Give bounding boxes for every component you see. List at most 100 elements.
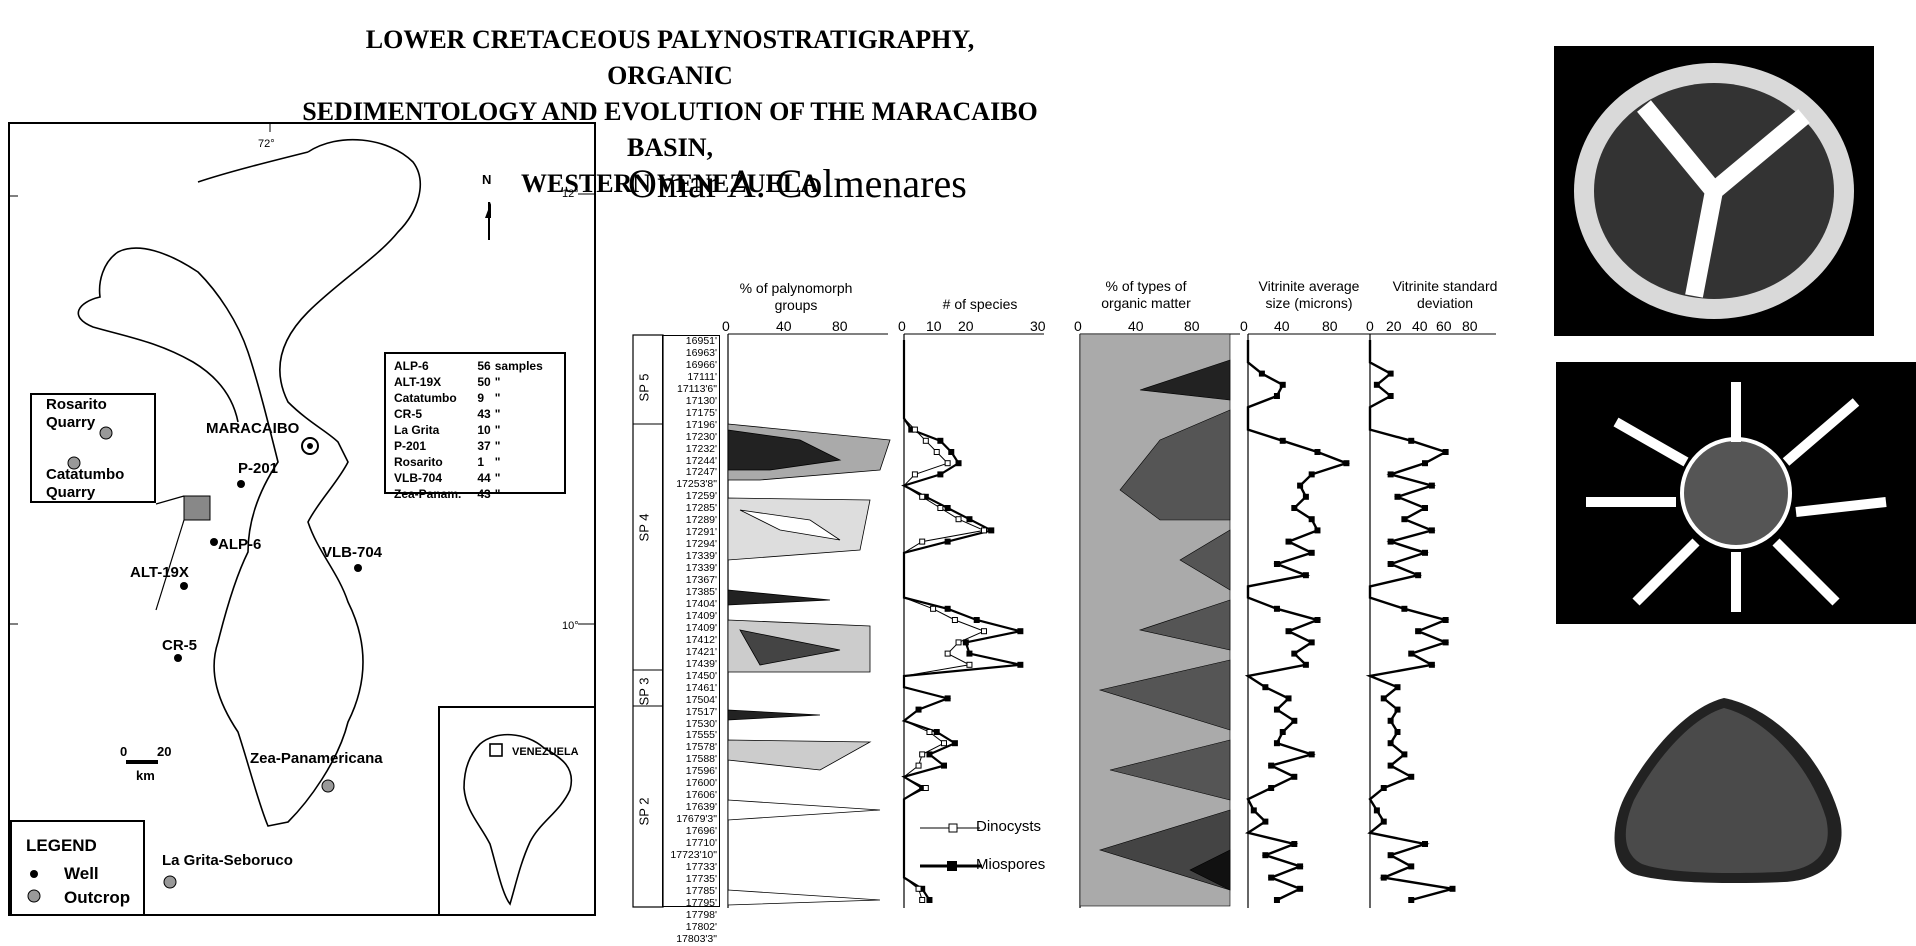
- depth-label: 17409': [685, 609, 717, 622]
- organic-matter-panel: [1079, 333, 1231, 907]
- dinocysts-point: [922, 437, 929, 444]
- tick-p4-80: 80: [1322, 318, 1338, 334]
- samples-unit: ": [494, 375, 501, 389]
- vitrinite-size-point: [1273, 605, 1280, 612]
- dinocysts-point: [966, 661, 973, 668]
- vitrinite-size-point: [1314, 617, 1321, 623]
- sp3-label: SP 3: [636, 677, 652, 706]
- depth-label: 17412': [685, 633, 717, 646]
- miospores-point: [966, 650, 973, 657]
- paper-title: LOWER CRETACEOUS PALYNOSTRATIGRAPHY, ORG…: [300, 22, 1040, 202]
- depth-label: 17639': [685, 801, 717, 814]
- lon-72-label: 72°: [258, 138, 275, 150]
- vitrinite-size-line: [1244, 340, 1351, 902]
- samples-name: Zea-Panam.: [394, 487, 462, 501]
- vitrinite-size-point: [1273, 706, 1280, 713]
- outcrop-legend-icon: [27, 889, 41, 903]
- dinocysts-point: [919, 751, 926, 758]
- samples-table: ALP-6 56 samples ALT-19X 50 " Catatumbo 9 " CR-5 4…: [392, 358, 545, 502]
- samples-unit: samples: [494, 359, 543, 373]
- vitrinite-sd-point: [1401, 751, 1408, 758]
- title-line-2: SEDIMENTOLOGY AND EVOLUTION OF THE MARAC…: [302, 97, 1038, 162]
- miospores-point: [915, 706, 922, 713]
- vitrinite-size-point: [1308, 639, 1315, 646]
- tick-p1-40: 40: [776, 318, 792, 334]
- depth-label: 17130': [685, 394, 717, 407]
- well-label-vlb704: VLB-704: [322, 544, 383, 561]
- panel-title-vitrinite-sd: Vitrinite standard deviation: [1392, 278, 1498, 311]
- vitrinite-sd-point: [1394, 684, 1401, 691]
- inset-catatumbo-label: Catatumbo Quarry: [46, 466, 125, 501]
- vitrinite-size-point: [1314, 449, 1321, 455]
- palynomorph-panel: [727, 423, 891, 906]
- vitrinite-sd-point: [1387, 762, 1394, 769]
- legend-title: LEGEND: [26, 836, 97, 855]
- tick-p3-0: 0: [1074, 318, 1082, 334]
- miospores-point: [1017, 661, 1024, 668]
- miospores-point: [1017, 628, 1024, 635]
- samples-row: ALP-6 56 samples: [392, 358, 545, 374]
- depth-label: 17803'3": [676, 932, 717, 945]
- vitrinite-sd-point: [1422, 505, 1428, 511]
- vitrinite-size-point: [1291, 841, 1298, 847]
- samples-name: VLB-704: [394, 471, 443, 485]
- depth-label: 17723'10": [670, 848, 717, 861]
- depth-label: 17798': [685, 908, 717, 921]
- depth-label: 17555': [685, 729, 717, 742]
- dinocysts-point: [915, 762, 922, 769]
- well-dot-p201: [237, 480, 245, 488]
- well-dot-cr5: [174, 654, 182, 662]
- samples-unit: ": [494, 423, 501, 437]
- legend-outcrop: Outcrop: [64, 888, 131, 907]
- vitrinite-size-point: [1262, 852, 1269, 859]
- tick-p5-20: 20: [1386, 318, 1402, 334]
- miospores-point: [933, 729, 940, 735]
- samples-unit: ": [494, 487, 501, 501]
- tick-p2-10: 10: [926, 318, 942, 334]
- vitrinite-size-point: [1291, 773, 1298, 780]
- vitrinite-sd-point: [1373, 807, 1380, 814]
- coast-west: [197, 151, 309, 183]
- depth-label: 17232': [685, 442, 717, 455]
- depth-label: 17600': [685, 777, 717, 790]
- tick-p5-60: 60: [1436, 318, 1452, 334]
- tick-p5-0: 0: [1366, 318, 1374, 334]
- depth-label: 17289': [685, 514, 717, 527]
- panel-title-species: # of species: [942, 296, 1018, 312]
- depth-label: 17367': [685, 574, 717, 587]
- inset-quarries: [30, 393, 156, 503]
- vitrinite-sd-point: [1408, 650, 1415, 657]
- vitrinite-size-point: [1343, 460, 1350, 467]
- well-dot-vlb704: [354, 564, 362, 572]
- depth-label: 17409': [685, 621, 717, 634]
- depth-label: 17421': [685, 645, 717, 658]
- depth-label: 17530': [685, 717, 717, 730]
- well-label-p201: P-201: [238, 460, 279, 477]
- depth-label: 17735': [685, 872, 717, 885]
- samples-count: 44: [477, 471, 491, 485]
- panel-title-vitrinite-size: Vitrinite average size (microns): [1258, 278, 1360, 311]
- vitrinite-sd-point: [1387, 370, 1394, 377]
- samples-count: 43: [477, 487, 491, 501]
- vitrinite-size-point: [1268, 762, 1275, 769]
- well-label-alt19x: ALT-19X: [130, 564, 189, 581]
- vitrinite-size-point: [1273, 740, 1280, 747]
- samples-name: CR-5: [394, 407, 423, 421]
- samples-table-box: ALP-6 56 samples ALT-19X 50 " Catatumbo 9 " CR-5 4…: [384, 352, 566, 501]
- samples-count: 1: [477, 455, 485, 469]
- depth-column: 16951' 16963' 16966' 17111' 17113'6" 17130' 17…: [662, 335, 720, 945]
- samples-row: ALT-19X 50 ": [392, 374, 545, 390]
- vitrinite-size-point: [1273, 393, 1280, 399]
- samples-count: 50: [477, 375, 491, 389]
- samples-name: ALT-19X: [394, 375, 442, 389]
- samples-count: 10: [477, 423, 491, 437]
- vitrinite-size-point: [1308, 549, 1315, 556]
- vitrinite-size-point: [1268, 874, 1275, 881]
- vitrinite-sd-point: [1401, 605, 1408, 612]
- vitrinite-sd-point: [1422, 549, 1428, 556]
- well-label-alp6: ALP-6: [218, 536, 262, 553]
- dinocysts-point: [944, 460, 951, 467]
- samples-row: Catatumbo 9 ": [392, 390, 545, 406]
- well-legend-icon: [30, 870, 38, 878]
- vitrinite-sd-point: [1415, 572, 1422, 579]
